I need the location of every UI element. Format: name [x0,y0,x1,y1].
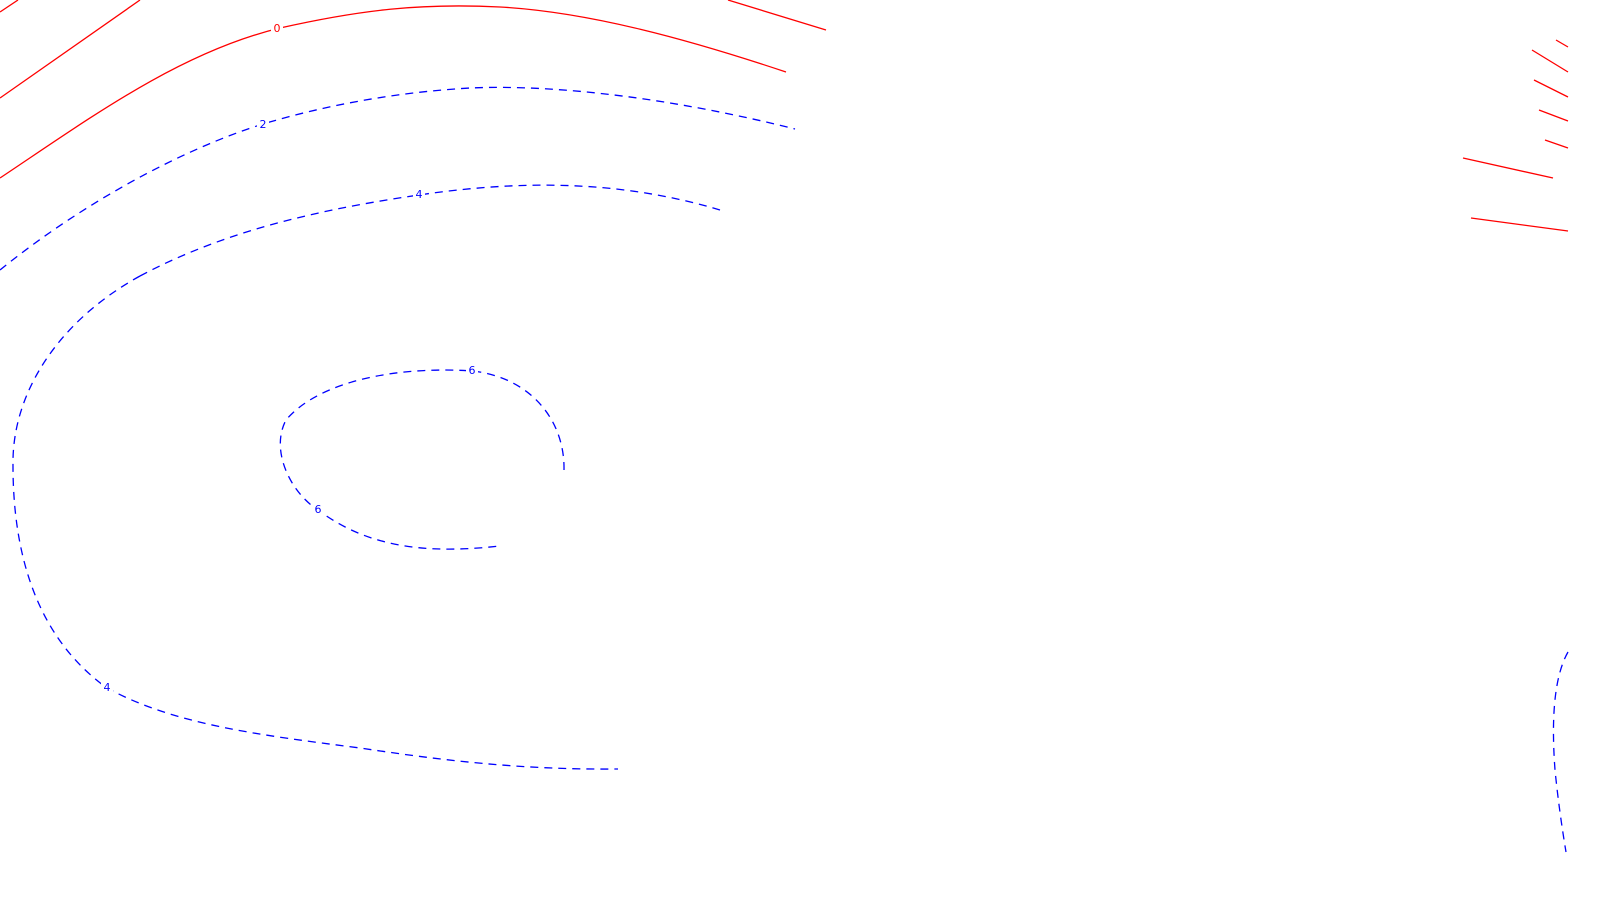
zero-contour-line-right-6 [1462,157,1554,179]
label-background [101,681,113,694]
zero-contour-line-right-1 [1555,39,1569,48]
zero-contour-line-right-7 [1470,217,1569,232]
zero-contour-line-far-left [0,0,19,13]
zero-contour-line-right-3 [1533,79,1569,98]
contour-label-6-left: 6 [315,503,322,516]
label-background [466,364,478,377]
zero-contour-line-right-4 [1538,109,1569,122]
zero-contour-line-left [0,0,141,99]
contour-line-4-upper [139,184,721,277]
label-background [257,118,269,131]
label-background [312,503,324,516]
contour-line-6 [279,369,565,550]
zero-contour-line-main [0,5,787,179]
contour-line-4-lower [12,275,619,770]
contour-label-2: 2 [260,118,267,131]
contour-line-right-edge [1552,651,1569,853]
zero-contour-line-top-right [727,0,827,31]
zero-contour-line-right-5 [1544,139,1569,149]
zero-contour-line-right-2 [1531,49,1569,73]
contour-line-2 [0,86,796,271]
contour-label-4-lower: 4 [104,681,111,694]
label-background [413,188,425,201]
label-background [271,22,283,35]
contour-label-4-upper: 4 [416,188,423,201]
contour-label-0: 0 [274,22,281,35]
contour-label-6-top: 6 [469,364,476,377]
